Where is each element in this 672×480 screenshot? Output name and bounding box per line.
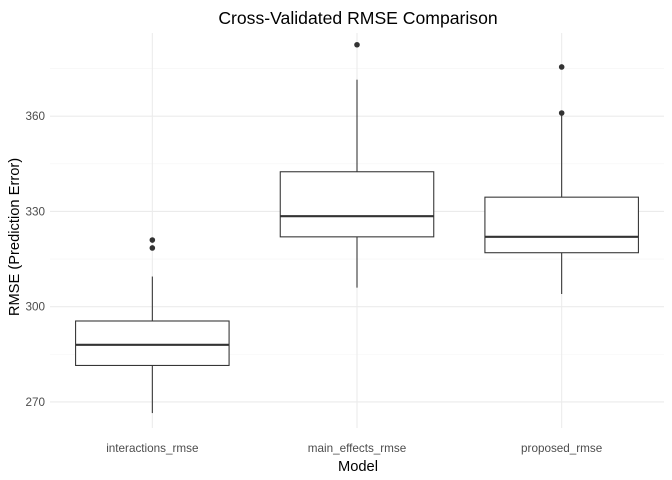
y-tick-label: 300 <box>25 301 45 314</box>
y-tick-label: 270 <box>25 396 45 409</box>
outlier-point <box>354 41 360 48</box>
iqr-box <box>484 196 639 254</box>
box-interactions_rmse <box>75 237 230 414</box>
chart-title: Cross-Validated RMSE Comparison <box>218 8 497 28</box>
boxplot-series <box>75 41 639 414</box>
x-tick-label: interactions_rmse <box>106 442 198 455</box>
x-tick-label: main_effects_rmse <box>308 442 407 455</box>
outlier-point <box>558 64 565 70</box>
y-tick-label: 360 <box>25 110 45 123</box>
y-tick-label: 330 <box>25 205 45 218</box>
x-axis-title: Model <box>338 459 378 475</box>
iqr-box <box>75 320 230 366</box>
x-axis-tick-labels: interactions_rmse main_effects_rmse propos… <box>106 442 602 455</box>
x-tick-label: proposed_rmse <box>521 442 602 455</box>
box-main_effects_rmse <box>279 41 435 288</box>
outlier-point <box>149 237 156 243</box>
y-axis-tick-labels: 270 300 330 360 <box>25 110 45 409</box>
outlier-point <box>149 245 156 251</box>
box-proposed_rmse <box>484 64 639 295</box>
outlier-point <box>558 110 565 116</box>
iqr-box <box>279 171 435 238</box>
y-axis-title: RMSE (Prediction Error) <box>7 158 23 316</box>
